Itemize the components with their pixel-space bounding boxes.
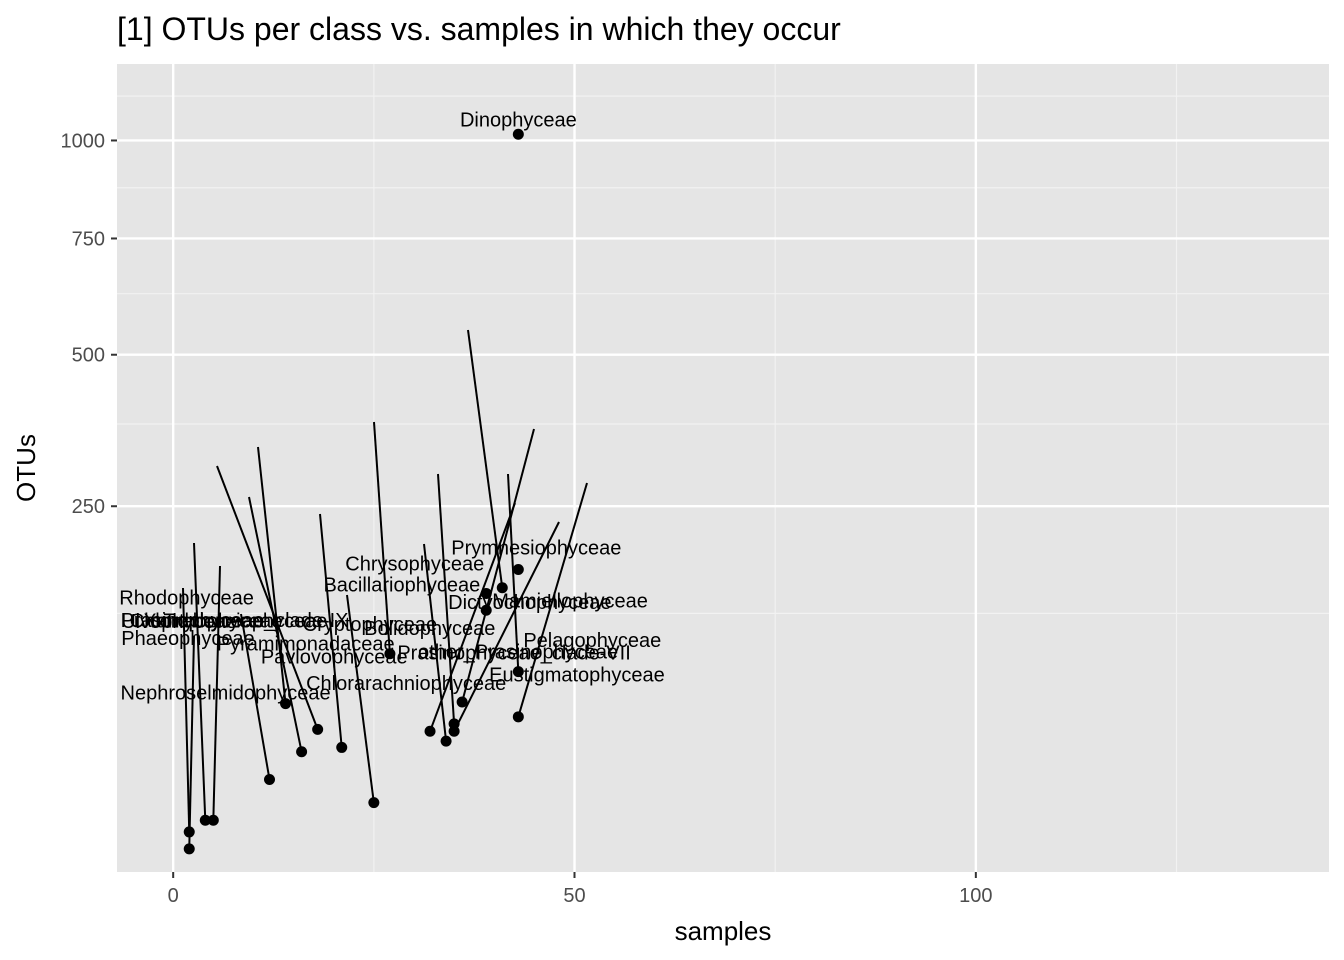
- point-label: Pelagophyceae: [523, 630, 661, 652]
- point-label: Cryptophyceae: [303, 614, 438, 636]
- data-point: [183, 843, 195, 855]
- point-label: Bacillariophyceae: [323, 574, 480, 596]
- x-tick-label: 0: [168, 885, 179, 907]
- data-point: [280, 698, 292, 710]
- y-axis: 250 500 750 1000: [61, 130, 117, 518]
- data-point: [496, 582, 508, 594]
- data-point: [512, 128, 524, 140]
- point-label: Chlorarachniophyceae: [306, 673, 506, 695]
- data-point: [368, 797, 380, 809]
- leader-line: [193, 542, 207, 821]
- point-label: Prasinophyceae_clade-VII: [397, 643, 630, 665]
- x-tick-label: 50: [563, 885, 585, 907]
- chart-title: [1] OTUs per class vs. samples in which …: [117, 11, 841, 47]
- plot-panel: [117, 64, 1329, 872]
- point-label: Ulvophyceae: [121, 611, 237, 633]
- leader-line: [212, 565, 221, 821]
- data-point: [456, 696, 468, 708]
- leader-line: [319, 513, 343, 748]
- y-tick-label: 500: [72, 345, 105, 367]
- data-point: [183, 826, 195, 838]
- point-label: Mamiellophyceae: [492, 590, 648, 612]
- leader-line: [373, 421, 391, 654]
- leader-line: [182, 587, 191, 832]
- point-label: Dinophyceae: [460, 109, 577, 131]
- point-labels: Dinophyceae PrymnesiophyceaeChrysophyceae…: [119, 109, 664, 704]
- point-label: Pavlovophyceae: [261, 647, 408, 669]
- leader-line: [216, 465, 319, 730]
- data-point: [296, 746, 308, 758]
- x-axis: 0 50 100: [168, 872, 993, 907]
- leader-line: [188, 635, 195, 849]
- leader-line: [507, 473, 520, 672]
- x-tick-label: 100: [959, 885, 992, 907]
- point-label: Chrysophyceae: [345, 554, 484, 576]
- point-label: Nephroselmidophyceae: [121, 682, 331, 704]
- data-point: [512, 563, 524, 575]
- leader-line: [467, 329, 504, 588]
- point-label: Pyramimonadaceae: [217, 633, 395, 655]
- data-point: [384, 648, 396, 660]
- y-axis-title: OTUs: [11, 434, 41, 502]
- data-point: [207, 814, 219, 826]
- leader-line: [461, 428, 535, 703]
- data-point: [264, 773, 276, 785]
- grid-minor: [117, 64, 1329, 872]
- data-points: [183, 128, 524, 855]
- y-tick-label: 750: [72, 228, 105, 250]
- point-label: other_Prasinophyceae: [418, 641, 618, 663]
- x-axis-title: samples: [675, 916, 772, 946]
- data-point: [480, 604, 492, 616]
- point-label: Phaeophyceae: [121, 628, 254, 650]
- leader-line: [248, 496, 303, 752]
- label-leader-lines: [182, 329, 588, 849]
- point-label: Rhodophyceae: [119, 587, 254, 609]
- leader-line: [437, 473, 456, 724]
- data-point: [512, 711, 524, 723]
- point-label: Eustigmatophyceae: [489, 664, 665, 686]
- data-point: [424, 725, 436, 737]
- grid-major: [117, 64, 1329, 872]
- point-label: Bolidophyceae: [364, 618, 495, 640]
- leader-line: [429, 502, 516, 732]
- y-tick-label: 250: [72, 496, 105, 518]
- leader-line: [517, 482, 588, 718]
- point-label: Dictyochophyceae: [448, 592, 611, 614]
- data-point: [512, 666, 524, 678]
- point-label: Chlorophyceae: [130, 610, 265, 632]
- data-point: [312, 723, 324, 735]
- data-point: [448, 725, 460, 737]
- data-point: [336, 741, 348, 753]
- point-label: Prymnesiophyceae: [451, 537, 621, 559]
- leader-line: [453, 521, 560, 732]
- leader-line: [257, 446, 287, 704]
- leader-line: [346, 594, 375, 803]
- data-point: [440, 735, 452, 747]
- leader-line: [423, 543, 448, 742]
- data-point: [199, 814, 211, 826]
- point-label: Xanthophyceae: [143, 610, 282, 632]
- point-label: Prasinophyceae_clade-IX: [121, 610, 349, 632]
- data-point: [480, 587, 492, 599]
- point-label: Trebouxiophyceae: [164, 611, 328, 633]
- leader-line: [240, 613, 271, 780]
- y-tick-label: 1000: [61, 130, 106, 152]
